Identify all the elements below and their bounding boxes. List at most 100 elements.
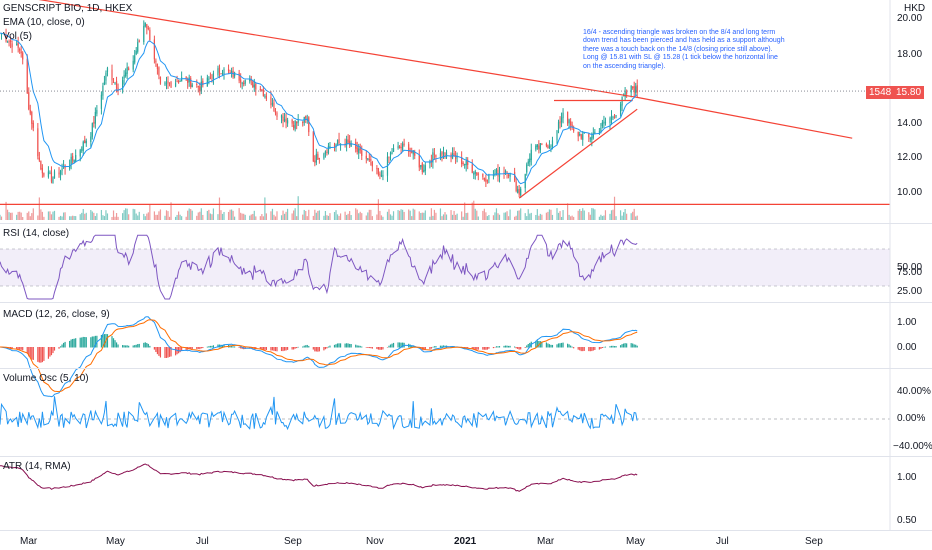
candle-body xyxy=(62,166,65,168)
macd-hist-bar xyxy=(117,344,119,348)
volume-bar xyxy=(562,210,564,220)
volume-bar xyxy=(506,211,508,220)
candle-body xyxy=(259,88,261,90)
macd-hist-bar xyxy=(37,347,39,362)
candle-body xyxy=(515,181,517,191)
macd-hist-bar xyxy=(73,338,75,348)
macd-hist-bar xyxy=(355,344,357,348)
pane-divider[interactable] xyxy=(0,368,932,369)
macd-hist-bar xyxy=(391,343,393,348)
volume-bar xyxy=(421,212,423,220)
macd-hist-bar xyxy=(265,347,267,351)
candle-body xyxy=(111,69,113,81)
volume-bar xyxy=(557,212,560,220)
candle-body xyxy=(61,168,63,171)
volume-bar xyxy=(392,211,395,220)
macd-hist-bar xyxy=(93,336,95,348)
macd-hist-bar xyxy=(43,347,45,361)
macd-hist-bar xyxy=(179,347,181,353)
candle-body xyxy=(603,121,605,124)
macd-hist-bar xyxy=(612,345,614,348)
candle-body xyxy=(22,52,24,60)
volume-bar xyxy=(442,214,445,220)
pane-divider[interactable] xyxy=(0,302,932,303)
volume-bar xyxy=(356,209,358,220)
macd-hist-bar xyxy=(211,345,213,348)
price-tick: 12.00 xyxy=(897,152,923,163)
candle-body xyxy=(85,140,87,144)
macd-hist-bar xyxy=(619,345,622,348)
candle-body xyxy=(29,109,31,114)
candle-body xyxy=(414,152,416,156)
macd-hist-bar xyxy=(61,344,63,348)
candle-body xyxy=(241,82,243,84)
candle-body xyxy=(156,63,159,70)
candle-body xyxy=(471,164,473,173)
candle-body xyxy=(72,155,74,161)
volume-bar xyxy=(386,211,389,220)
macd-hist-bar xyxy=(156,347,159,355)
candle-body xyxy=(103,81,106,85)
volume-bar xyxy=(79,214,81,220)
candle-body xyxy=(339,143,342,145)
macd-hist-bar xyxy=(144,342,146,348)
volume-bar xyxy=(329,213,331,220)
volume-bar xyxy=(418,211,420,220)
macd-hist-bar xyxy=(432,346,434,348)
macd-hist-bar xyxy=(314,347,316,352)
volume-bar xyxy=(601,216,604,220)
candle-body xyxy=(302,122,304,124)
volume-bar xyxy=(29,216,31,220)
candle-body xyxy=(229,71,231,73)
candle-body xyxy=(155,60,157,63)
volume-bar xyxy=(476,210,478,220)
volume-bar xyxy=(285,211,287,220)
volume-bar xyxy=(424,210,426,220)
macd-hist-bar xyxy=(518,347,520,350)
volume-bar xyxy=(498,214,501,220)
macd-hist-bar xyxy=(296,347,298,349)
signal-line xyxy=(0,319,638,393)
candle-body xyxy=(106,67,109,72)
candle-body xyxy=(176,81,178,83)
volume-bar xyxy=(273,214,275,220)
macd-hist-bar xyxy=(592,347,594,351)
volume-bar xyxy=(524,213,526,220)
candle-body xyxy=(539,143,541,151)
volume-bar xyxy=(609,213,611,220)
macd-hist-bar xyxy=(517,347,519,349)
candle-body xyxy=(577,131,579,137)
macd-hist-bar xyxy=(209,345,211,348)
candle-body xyxy=(377,168,380,175)
candle-body xyxy=(149,29,151,40)
volume-bar xyxy=(261,214,263,220)
candle-body xyxy=(371,162,373,167)
macd-hist-bar xyxy=(559,343,561,348)
volume-bar xyxy=(40,209,42,220)
pane-divider[interactable] xyxy=(0,223,932,224)
candle-body xyxy=(190,78,192,87)
volume-bar xyxy=(276,211,278,220)
macd-hist-bar xyxy=(261,347,263,350)
candle-body xyxy=(134,55,136,63)
macd-hist-bar xyxy=(524,347,526,348)
volume-bar xyxy=(250,214,252,220)
candle-body xyxy=(609,118,611,124)
candle-body xyxy=(445,152,448,158)
candle-body xyxy=(58,172,60,175)
pane-divider[interactable] xyxy=(0,456,932,457)
volume-bar xyxy=(536,209,538,220)
vosc-tick: 40.00% xyxy=(897,386,931,397)
volume-bar xyxy=(187,210,189,220)
rsi-tick: 50.00 xyxy=(897,262,923,273)
candle-body xyxy=(114,82,116,84)
candle-body xyxy=(350,142,352,147)
volume-bar xyxy=(264,197,266,220)
volume-bar xyxy=(134,209,136,220)
volume-bar xyxy=(255,216,257,220)
volume-bar xyxy=(318,210,320,220)
macd-hist-bar xyxy=(29,347,31,359)
volume-bar xyxy=(445,214,448,220)
candle-body xyxy=(181,77,183,82)
macd-hist-bar xyxy=(126,345,128,348)
